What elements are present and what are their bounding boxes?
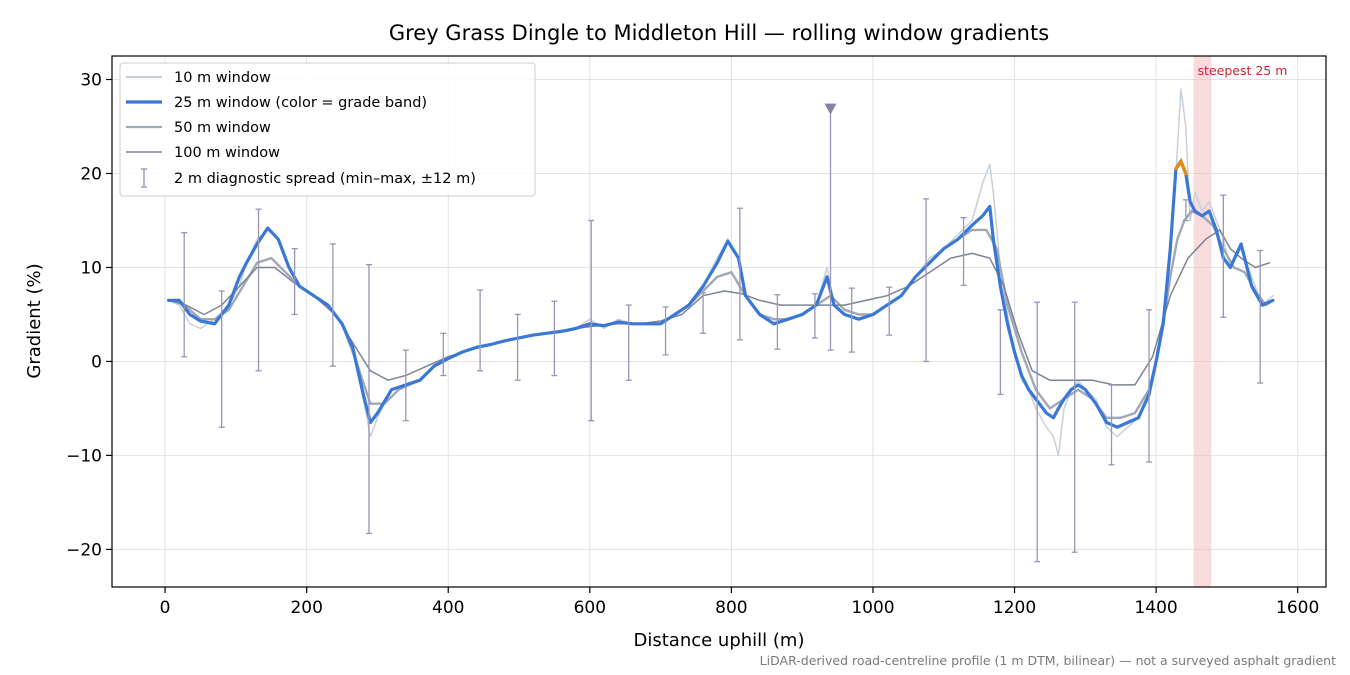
x-tick-label: 1400 xyxy=(1134,598,1177,618)
plot-area: steepest 25 m xyxy=(111,55,1327,588)
spread-bar xyxy=(1182,199,1189,222)
y-axis-label: Gradient (%) xyxy=(24,263,45,378)
spread-bar xyxy=(960,216,967,286)
spread-bar xyxy=(291,248,298,316)
spread-bar xyxy=(588,219,595,422)
legend-label-10m: 10 m window xyxy=(174,70,271,86)
spread-bar xyxy=(477,289,484,372)
spread-bar xyxy=(811,293,818,339)
x-tick-label: 200 xyxy=(290,598,322,618)
y-tick-label: 20 xyxy=(80,164,102,184)
legend-label-100m: 100 m window xyxy=(174,145,280,161)
spread-bar xyxy=(218,290,225,428)
chart-title: Grey Grass Dingle to Middleton Hill — ro… xyxy=(389,21,1049,45)
x-tick-label: 1000 xyxy=(851,598,894,618)
y-tick-label: −10 xyxy=(66,446,102,466)
spread-bar xyxy=(1071,301,1078,553)
x-tick-label: 400 xyxy=(432,598,464,618)
spread-bar xyxy=(1220,194,1227,318)
y-axis: −20 −10 0 10 20 30 xyxy=(66,70,112,560)
series-line-25m xyxy=(167,159,1275,429)
x-tick-label: 800 xyxy=(715,598,747,618)
spread-bar xyxy=(255,208,262,372)
spread-bar xyxy=(774,294,781,350)
y-tick-label: −20 xyxy=(66,540,102,560)
diagnostic-spread-bars xyxy=(181,103,1264,563)
x-tick-label: 0 xyxy=(160,598,171,618)
spread-bar xyxy=(181,232,188,358)
spread-bar xyxy=(329,243,336,367)
plot-frame xyxy=(111,55,1327,588)
spread-bar xyxy=(1108,384,1115,466)
spread-bar xyxy=(1257,249,1264,384)
x-tick-label: 1200 xyxy=(993,598,1036,618)
steepest-segment-label: steepest 25 m xyxy=(1198,63,1288,78)
spread-bar xyxy=(402,349,409,422)
legend-swatch-spread xyxy=(141,168,147,188)
spread-bar xyxy=(736,207,743,341)
spread-bar xyxy=(848,287,855,353)
clipped-marker-triangle xyxy=(824,103,837,115)
series-line-25m-steep-band xyxy=(1174,157,1188,176)
spread-bar xyxy=(551,300,558,377)
spread-bar xyxy=(700,292,707,334)
x-axis-label: Distance uphill (m) xyxy=(634,630,805,651)
spread-bar xyxy=(997,309,1004,395)
spread-bar xyxy=(365,263,372,535)
steepest-segment-highlight xyxy=(1193,56,1212,587)
spread-bar xyxy=(440,332,447,377)
spread-bar xyxy=(662,306,669,356)
legend-box xyxy=(119,62,536,197)
spread-bar xyxy=(923,198,930,363)
spread-bar xyxy=(1034,301,1041,563)
spread-bar xyxy=(625,304,632,381)
y-tick-label: 0 xyxy=(91,352,102,372)
y-tick-label: 30 xyxy=(80,70,102,90)
y-tick-label: 10 xyxy=(80,258,102,278)
x-tick-label: 600 xyxy=(574,598,606,618)
x-tick-label: 1600 xyxy=(1276,598,1319,618)
legend-label-spread: 2 m diagnostic spread (min–max, ±12 m) xyxy=(174,171,476,187)
footnote: LiDAR-derived road-centreline profile (1… xyxy=(760,653,1336,668)
legend: 10 m window 25 m window (color = grade b… xyxy=(119,62,536,197)
spread-bar xyxy=(886,286,893,336)
x-axis: 0 200 400 600 800 1000 1200 1400 1600 xyxy=(160,587,1319,618)
legend-label-50m: 50 m window xyxy=(174,120,271,136)
legend-label-25m: 25 m window (color = grade band) xyxy=(174,95,427,111)
spread-bar xyxy=(1146,309,1153,463)
spread-bar xyxy=(514,313,521,381)
